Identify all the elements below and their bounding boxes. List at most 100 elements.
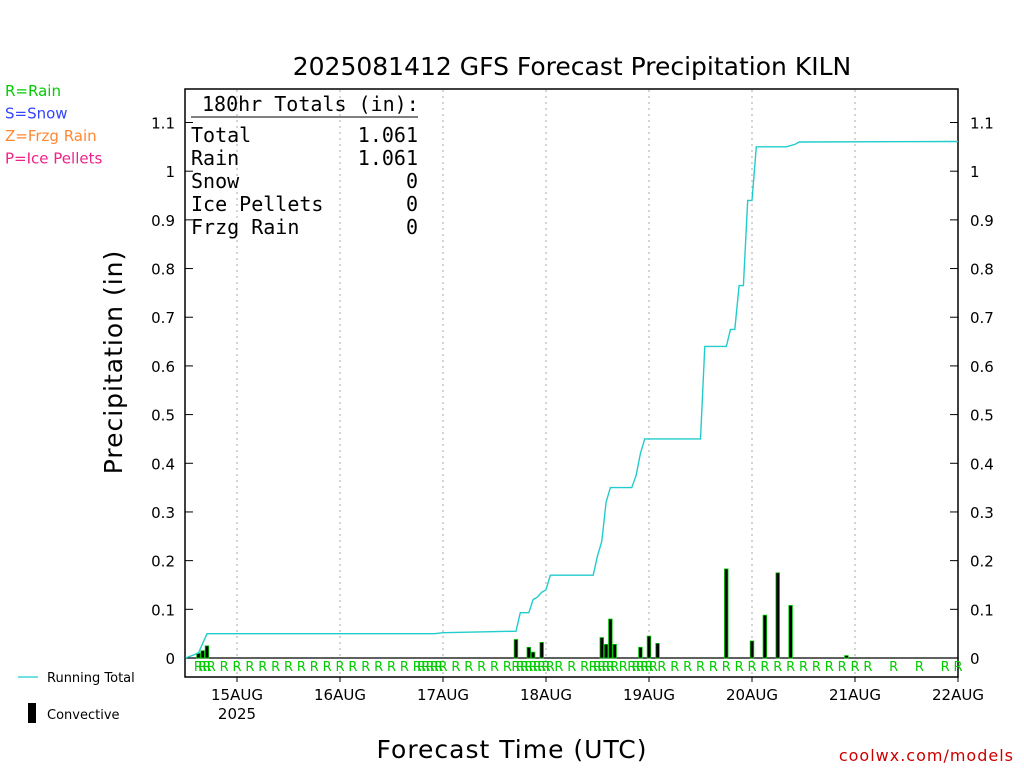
x-tick-label: 20AUG (726, 686, 778, 704)
ptype-marker: R (413, 660, 422, 675)
convective-bar (788, 605, 793, 659)
ptype-marker: R (627, 660, 636, 675)
ptype-marker: R (546, 660, 555, 675)
y-axis-right: 0 0.1 0.2 0.3 0.4 0.5 0.6 0.7 0.8 0.9 1 1.1 (950, 115, 994, 668)
ptype-marker: R (400, 660, 409, 675)
ptype-marker: R (597, 660, 606, 675)
ptype-legend-entry: Z=Frzg Rain (5, 127, 97, 145)
ptype-marker: R (838, 660, 847, 675)
totals-box: 180hr Totals (in): Total 1.061 Rain 1.061 Sn… (191, 92, 419, 239)
y-tick-label: 0 (165, 650, 175, 668)
x-tick-label: 15AUG (211, 686, 263, 704)
y-tick-label: 0.6 (970, 358, 994, 376)
convective-bar (655, 642, 660, 659)
y-tick-label: 0.1 (151, 601, 175, 619)
ptype-marker: R (421, 660, 430, 675)
convective-bar (200, 650, 205, 659)
convective-bar (539, 642, 544, 659)
ptype-marker: R (709, 660, 718, 675)
x-tick-sublabel: 2025 (218, 705, 256, 723)
ptype-marker: R (889, 660, 898, 675)
convective-bar (762, 614, 768, 659)
ptype-marker: R (589, 660, 598, 675)
ptype-marker: R (606, 660, 615, 675)
y-tick-label: 0.9 (970, 212, 994, 230)
convective-bar (638, 646, 643, 659)
convective-bar (608, 618, 613, 659)
ptype-marker: R (220, 660, 229, 675)
ptype-marker: R (953, 660, 962, 675)
ptype-marker: R (786, 660, 795, 675)
ptype-marker: R (451, 660, 460, 675)
y-tick-label: 1 (165, 163, 175, 181)
convective-bar (612, 643, 617, 659)
ptype-marker: R (284, 660, 293, 675)
ptype-marker: R (799, 660, 808, 675)
ptype-marker: R (541, 660, 550, 675)
ptype-marker: R (773, 660, 782, 675)
ptype-marker: R (464, 660, 473, 675)
ptype-marker: R (632, 660, 641, 675)
ptype-marker: R (636, 660, 645, 675)
ptype-legend-entry: S=Snow (5, 105, 68, 123)
ptype-legend-entry: R=Rain (5, 82, 61, 100)
y-tick-label: 0.2 (151, 553, 175, 571)
ptype-marker: R (747, 660, 756, 675)
ptype-marker: R (735, 660, 744, 675)
convective-bars (196, 568, 849, 659)
running-total-series (185, 140, 959, 659)
ptype-marker: R (490, 660, 499, 675)
ptype-marker: R (537, 660, 546, 675)
x-tick-label: 21AUG (829, 686, 881, 704)
y-tick-label: 0.2 (970, 553, 994, 571)
convective-bar (775, 572, 780, 659)
ptype-marker: R (430, 660, 439, 675)
y-tick-label: 0 (970, 650, 980, 668)
ptype-marker: R (258, 660, 267, 675)
y-tick-label: 0.9 (151, 212, 175, 230)
ptype-marker: R (417, 660, 426, 675)
convective-bar (513, 639, 519, 659)
ptype-marker: R (361, 660, 370, 675)
convective-bar (599, 637, 604, 659)
totals-row-value: 1.061 (358, 146, 418, 170)
ptype-marker: R (696, 660, 705, 675)
plot-frame (184, 88, 959, 678)
totals-row-label: Snow (191, 169, 240, 193)
ptype-marker: R (863, 660, 872, 675)
ptype-marker: R (941, 660, 950, 675)
x-tick-label: 18AUG (520, 686, 572, 704)
y-tick-label: 0.4 (151, 455, 175, 473)
ptype-marker: R (915, 660, 924, 675)
y-tick-label: 0.6 (151, 358, 175, 376)
y-tick-label: 0.5 (151, 407, 175, 425)
ptype-marker: R (194, 660, 203, 675)
totals-row-label: Ice Pellets (191, 192, 323, 216)
totals-row-value: 1.061 (358, 123, 418, 147)
ptype-marker: R (619, 660, 628, 675)
ptype-marker: R (271, 660, 280, 675)
y-axis-title: Precipitation (in) (99, 250, 128, 475)
ptype-marker: R (387, 660, 396, 675)
ptype-marker: R (477, 660, 486, 675)
ptype-marker: R (520, 660, 529, 675)
running-total-line (185, 140, 959, 659)
x-tick-label: 19AUG (623, 686, 675, 704)
ptype-marker: R (207, 660, 216, 675)
ptype-marker: R (683, 660, 692, 675)
y-tick-label: 1 (970, 163, 980, 181)
ptype-marker: R (503, 660, 512, 675)
ptype-marker: R (760, 660, 769, 675)
grid-lines (185, 90, 958, 676)
convective-bar (844, 655, 849, 659)
ptype-legend-entry: P=Ice Pellets (5, 150, 102, 168)
ptype-marker: R (524, 660, 533, 675)
ptype-marker: R (511, 660, 520, 675)
convective-bar (603, 643, 609, 659)
ptype-marker: R (640, 660, 649, 675)
ptype-marker: R (348, 660, 357, 675)
totals-row-value: 0 (406, 215, 418, 239)
